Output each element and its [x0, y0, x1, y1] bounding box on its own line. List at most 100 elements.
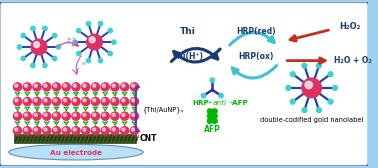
Circle shape [54, 84, 57, 87]
Circle shape [25, 113, 28, 116]
Circle shape [130, 127, 138, 135]
Circle shape [21, 33, 25, 38]
Circle shape [130, 97, 138, 106]
Circle shape [14, 127, 22, 135]
Circle shape [98, 58, 103, 63]
Circle shape [112, 99, 115, 102]
Circle shape [72, 127, 80, 135]
Circle shape [208, 119, 212, 123]
Text: H₂O + O₂: H₂O + O₂ [334, 56, 372, 65]
Circle shape [208, 114, 212, 119]
Circle shape [111, 83, 119, 91]
Circle shape [83, 128, 86, 131]
Text: Thi(H⁺): Thi(H⁺) [172, 52, 203, 61]
Text: Thi: Thi [180, 27, 196, 36]
Circle shape [44, 113, 47, 116]
Circle shape [290, 99, 295, 104]
Circle shape [43, 26, 47, 31]
Circle shape [91, 97, 99, 106]
Circle shape [122, 113, 125, 116]
Circle shape [77, 51, 81, 56]
Circle shape [23, 112, 31, 120]
Circle shape [101, 83, 109, 91]
Circle shape [108, 51, 112, 56]
Circle shape [121, 127, 129, 135]
Circle shape [33, 97, 41, 106]
Circle shape [121, 83, 129, 91]
FancyBboxPatch shape [0, 1, 369, 167]
Circle shape [83, 113, 86, 116]
Circle shape [101, 127, 109, 135]
Circle shape [212, 114, 217, 119]
Circle shape [102, 99, 105, 102]
Circle shape [82, 127, 90, 135]
Circle shape [132, 84, 135, 87]
Circle shape [328, 72, 333, 77]
Circle shape [44, 99, 47, 102]
Circle shape [15, 84, 18, 87]
Circle shape [72, 83, 80, 91]
Circle shape [121, 97, 129, 106]
Circle shape [43, 97, 51, 106]
Circle shape [15, 113, 18, 116]
Circle shape [25, 99, 28, 102]
Circle shape [73, 99, 76, 102]
Text: $e^-$: $e^-$ [66, 36, 77, 45]
Text: HRP(ox): HRP(ox) [239, 52, 274, 61]
Circle shape [108, 29, 112, 33]
Circle shape [91, 83, 99, 91]
Circle shape [62, 127, 70, 135]
Circle shape [83, 84, 86, 87]
Text: $e$: $e$ [81, 60, 87, 68]
Circle shape [64, 84, 67, 87]
Circle shape [64, 113, 67, 116]
Circle shape [93, 113, 96, 116]
Circle shape [132, 99, 135, 102]
Circle shape [31, 39, 47, 55]
Circle shape [72, 97, 80, 106]
Circle shape [305, 81, 313, 89]
Circle shape [333, 86, 338, 90]
Circle shape [302, 63, 307, 68]
Circle shape [73, 40, 77, 44]
Circle shape [73, 128, 76, 131]
Text: -AFP: -AFP [230, 99, 249, 106]
Circle shape [53, 112, 60, 120]
Circle shape [73, 113, 76, 116]
Circle shape [15, 128, 18, 131]
Text: HRP(red): HRP(red) [236, 27, 276, 36]
Circle shape [93, 84, 96, 87]
Ellipse shape [9, 144, 143, 160]
Text: anti: anti [212, 99, 226, 106]
Circle shape [130, 83, 138, 91]
Circle shape [111, 127, 119, 135]
Circle shape [23, 127, 31, 135]
Circle shape [53, 56, 57, 61]
Text: CNT: CNT [139, 134, 157, 143]
Circle shape [53, 33, 57, 38]
Circle shape [132, 128, 135, 131]
Bar [14, 134, 136, 143]
Circle shape [77, 29, 81, 33]
Circle shape [62, 83, 70, 91]
Circle shape [53, 97, 60, 106]
Circle shape [23, 97, 31, 106]
Circle shape [212, 109, 217, 114]
Circle shape [121, 112, 129, 120]
Circle shape [91, 127, 99, 135]
Circle shape [316, 63, 321, 68]
Circle shape [34, 84, 37, 87]
Circle shape [132, 113, 135, 116]
Circle shape [54, 128, 57, 131]
Circle shape [130, 112, 138, 120]
Circle shape [34, 128, 37, 131]
Text: Au electrode: Au electrode [50, 150, 102, 156]
Circle shape [25, 84, 28, 87]
Circle shape [44, 128, 47, 131]
Circle shape [33, 112, 41, 120]
Circle shape [201, 94, 206, 98]
Circle shape [122, 99, 125, 102]
Circle shape [111, 112, 119, 120]
Circle shape [23, 83, 31, 91]
Circle shape [34, 113, 37, 116]
